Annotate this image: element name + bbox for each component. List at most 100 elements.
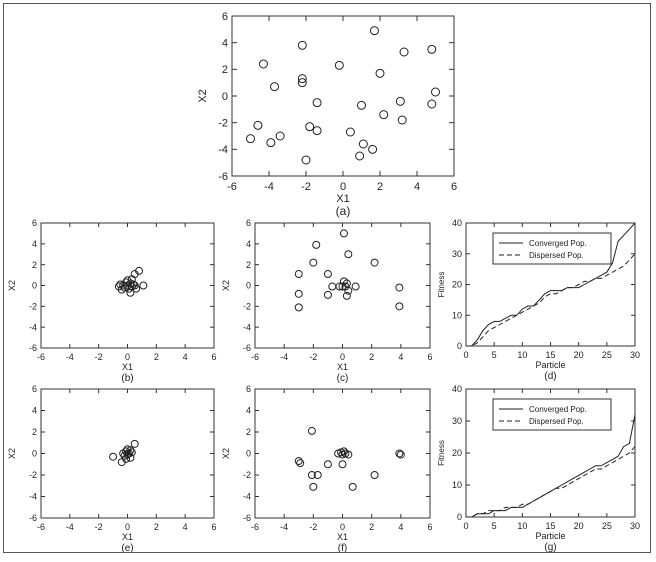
x-tick-label: 20 — [574, 350, 584, 360]
y-tick-label: 4 — [32, 239, 37, 249]
legend-entry: Dispersed Pop. — [529, 251, 584, 260]
scatter-point — [127, 448, 136, 457]
y-tick-label: 4 — [32, 406, 37, 416]
x-tick-label: 5 — [492, 521, 497, 531]
x-tick-label: -6 — [251, 522, 259, 532]
scatter-point — [370, 258, 379, 267]
x-tick-label: -2 — [301, 181, 311, 193]
scatter-point — [307, 471, 316, 479]
x-axis-label: X1 — [336, 193, 349, 205]
legend-entry: Dispersed Pop. — [529, 417, 584, 426]
scatter-point — [339, 229, 348, 238]
scatter-point — [368, 144, 378, 154]
scatter-point — [399, 47, 409, 57]
y-tick-label: -4 — [243, 492, 251, 502]
y-tick-label: -2 — [29, 470, 37, 480]
panel-caption: (a) — [336, 204, 351, 218]
x-tick-label: 25 — [602, 521, 612, 531]
x-tick-label: -2 — [95, 522, 103, 532]
y-axis-label: X2 — [197, 89, 209, 102]
legend-entry: Converged Pop. — [529, 239, 587, 248]
scatter-point — [370, 471, 379, 479]
y-tick-label: 20 — [452, 448, 462, 458]
scatter-point — [358, 139, 368, 149]
scatter-point — [375, 68, 385, 78]
scatter-point — [395, 449, 404, 458]
scatter-point — [275, 131, 285, 141]
scatter-point — [309, 482, 318, 491]
y-tick-label: 40 — [452, 384, 462, 394]
scatter-point — [334, 60, 344, 70]
scatter-point — [342, 291, 351, 300]
scatter-point — [129, 280, 138, 289]
x-tick-label: 4 — [398, 352, 403, 362]
scatter-point — [323, 270, 332, 279]
y-tick-label: 10 — [452, 480, 462, 490]
x-tick-label: 4 — [183, 352, 188, 362]
y-tick-label: 30 — [452, 416, 462, 426]
x-tick-label: 15 — [545, 521, 555, 531]
scatter-point — [132, 284, 141, 293]
panel-caption: (e) — [121, 543, 133, 554]
scatter-point — [312, 240, 321, 249]
x-tick-label: 25 — [602, 350, 612, 360]
scatter-point — [270, 82, 280, 92]
scatter-point — [312, 126, 322, 136]
y-tick-label: 0 — [457, 512, 462, 522]
scatter-point — [309, 258, 318, 267]
scatter-point — [139, 281, 148, 290]
y-tick-label: -6 — [29, 343, 37, 353]
x-tick-label: 0 — [340, 522, 345, 532]
x-tick-label: 30 — [630, 521, 640, 531]
x-tick-label: 4 — [183, 522, 188, 532]
scatter-point — [126, 446, 135, 455]
scatter-point — [355, 151, 365, 161]
x-tick-label: -4 — [264, 181, 274, 193]
y-tick-label: 6 — [32, 384, 37, 394]
scatter-point — [294, 303, 303, 312]
x-tick-label: 0 — [125, 522, 130, 532]
series-line-dispersed — [466, 253, 636, 347]
x-tick-label: 5 — [492, 350, 497, 360]
y-tick-label: -6 — [243, 343, 251, 353]
y-tick-label: 0 — [32, 449, 37, 459]
scatter-point — [294, 457, 303, 466]
legend-entry: Converged Pop. — [529, 405, 587, 414]
y-tick-label: 30 — [452, 249, 462, 259]
y-tick-label: -6 — [29, 513, 37, 523]
x-tick-label: 6 — [211, 352, 216, 362]
scatter-point — [342, 279, 351, 288]
y-axis-label: X2 — [221, 280, 231, 291]
y-tick-label: 4 — [246, 239, 251, 249]
scatter-point — [395, 302, 404, 311]
scatter-point — [126, 288, 135, 297]
x-tick-label: -4 — [66, 352, 74, 362]
scatter-point — [397, 115, 407, 125]
x-tick-label: 2 — [369, 522, 374, 532]
y-tick-label: 4 — [246, 406, 251, 416]
y-axis-label: X2 — [7, 280, 17, 291]
panel-a: -6 -4 -2 0 2 4 6 -6 -4 -2 0 2 4 6 X1 X2 (a) — [197, 11, 457, 218]
y-tick-label: 0 — [457, 341, 462, 351]
x-axis-label: X1 — [337, 362, 348, 372]
scatter-point — [297, 74, 307, 84]
scatter-point — [379, 110, 389, 120]
scatter-point — [427, 44, 437, 54]
y-tick-label: -2 — [218, 118, 228, 130]
scatter-point — [312, 98, 322, 108]
x-tick-label: -2 — [309, 522, 317, 532]
y-tick-label: 6 — [246, 218, 251, 228]
y-tick-label: -6 — [218, 171, 228, 183]
panel-caption: (b) — [121, 373, 133, 384]
x-tick-label: 0 — [463, 521, 468, 531]
x-tick-label: 6 — [211, 522, 216, 532]
scatter-point — [294, 270, 303, 279]
x-tick-label: 20 — [574, 521, 584, 531]
x-tick-label: 2 — [154, 522, 159, 532]
scatter-point — [307, 426, 316, 435]
scatter-point — [313, 471, 322, 479]
y-tick-label: 40 — [452, 218, 462, 228]
x-axis-label: Particle — [535, 360, 565, 370]
x-axis-label: X1 — [337, 532, 348, 542]
